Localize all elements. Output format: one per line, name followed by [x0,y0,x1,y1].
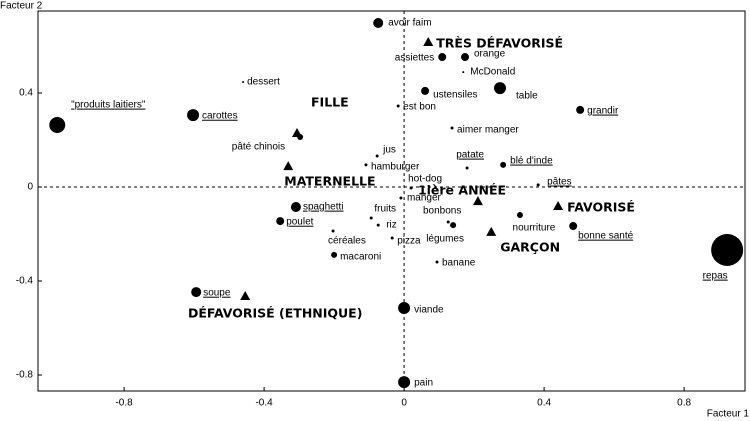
point-label: avoir faim [388,18,431,29]
point-label: grandir [587,106,619,117]
y-tick-label: 0 [27,182,33,193]
point-label: macaroni [340,252,381,263]
x-axis-title: Facteur 1 [707,409,750,420]
point-label: spaghetti [303,202,344,213]
point-label: aimer manger [457,125,519,136]
x-tick-label: 0 [401,398,407,409]
y-tick-label: 0.4 [19,88,33,99]
group-label: GARÇON [500,239,560,254]
circle-marker [276,217,285,226]
dot-marker [364,163,368,167]
point-label: blé d'inde [510,156,553,167]
circle-marker [516,211,523,218]
x-tick-label: 0.8 [677,398,691,409]
point-label: dessert [247,77,280,88]
dot-marker [376,223,380,227]
group-label: TRÈS DÉFAVORISÉ [436,36,563,51]
triangle-marker [423,37,434,47]
group-label: DÉFAVORISÉ (ETHNIQUE) [188,306,362,321]
x-tick-label: 0.4 [537,398,551,409]
group-label: 1ière ANNÉE [418,183,506,198]
y-axis-title: Facteur 2 [0,1,43,12]
point-label: "produits laitiers" [71,100,146,111]
y-tick-label: -0.8 [16,370,34,381]
circle-marker [373,17,384,28]
circle-marker [576,105,585,114]
dot-marker [435,260,439,264]
triangle-marker [472,196,483,206]
dot-marker [409,186,413,190]
triangle-marker [292,127,302,137]
point-label: manger [407,193,442,204]
point-label: ustensiles [433,90,477,101]
point-label: hamburger [371,162,420,173]
dot-marker [375,154,379,158]
point-label: jus [382,145,396,156]
circle-marker [569,222,578,231]
circle-marker [500,161,507,168]
point-label: carottes [202,111,238,122]
point-label: pizza [397,236,421,247]
point-label: pâtes [547,177,571,188]
y-tick-label: -0.4 [16,276,34,287]
circle-marker [331,251,338,258]
point-label: légumes [426,234,464,245]
point-label: McDonald [470,67,515,78]
circle-marker [461,53,469,62]
circle-marker [398,376,411,389]
triangle-marker [240,291,251,301]
point-label: poulet [286,217,313,228]
dot-marker [399,196,403,200]
dot-marker [242,80,245,83]
circle-marker [438,53,447,62]
point-label: viande [414,305,444,316]
dot-marker [369,216,373,220]
circle-marker [398,302,411,315]
plot-frame [37,10,746,392]
point-label: assiettes [395,53,434,64]
point-label: pâté chinois [232,142,285,153]
group-label: FILLE [311,94,349,109]
point-label: fruits [374,204,396,215]
circle-marker [191,287,202,298]
group-label: FAVORISÉ [567,200,635,215]
dot-marker [462,71,465,74]
group-label: MATERNELLE [284,174,375,189]
dot-marker [331,229,335,233]
x-tick-label: -0.8 [115,398,133,409]
circle-marker [187,109,200,122]
point-label: banane [442,258,476,269]
dot-marker [396,104,400,108]
circle-marker [450,222,457,229]
dot-marker [450,126,454,130]
point-label: céréales [328,236,366,247]
point-label: patate [456,150,484,161]
circle-marker [290,201,301,212]
point-label: bonbons [423,206,461,217]
point-label: table [516,91,538,102]
dot-marker [536,183,540,187]
circle-marker [494,82,506,95]
dot-marker [390,236,394,240]
triangle-marker [486,226,497,236]
triangle-marker [553,201,564,211]
point-label: pain [414,378,433,389]
point-label: est bon [403,102,436,113]
circle-marker [421,86,430,95]
circle-marker [49,116,66,133]
dot-marker [465,166,469,170]
point-label: soupe [203,288,231,299]
point-label: bonne santé [578,231,633,242]
point-label: nourriture [513,223,556,234]
x-tick-label: -0.4 [255,398,273,409]
dot-marker [446,220,450,224]
point-label: hot-dog [408,174,442,185]
point-label: repas [703,271,728,282]
point-label: orange [474,49,506,60]
triangle-marker [283,161,294,171]
circle-marker [711,233,744,266]
point-label: riz [386,220,397,231]
